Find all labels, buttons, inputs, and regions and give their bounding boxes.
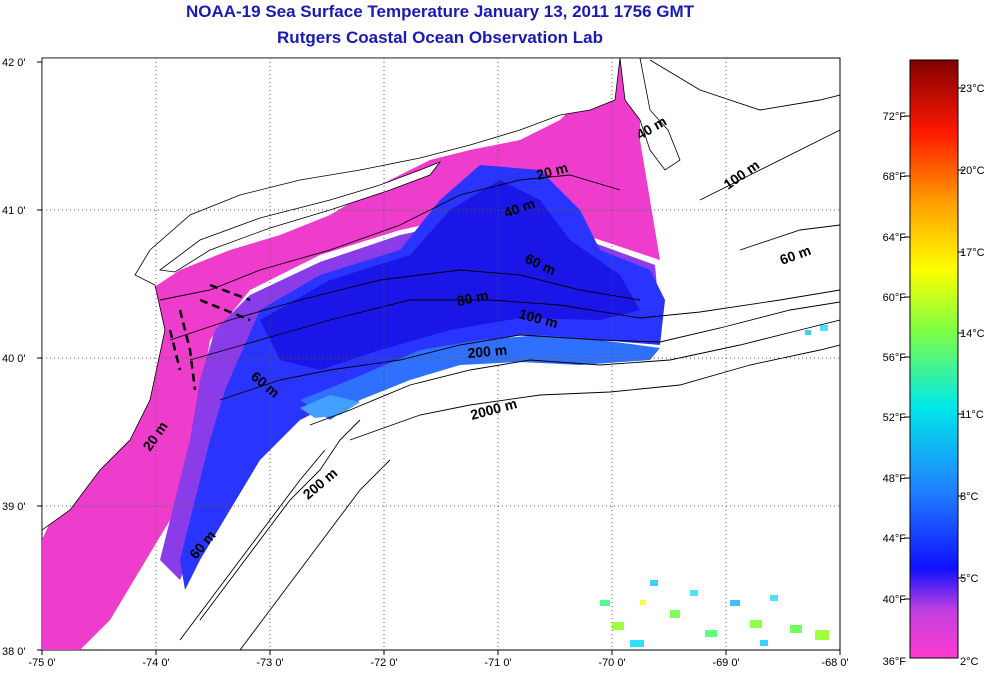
celsius-label: 11°C bbox=[960, 409, 984, 421]
sst-field bbox=[42, 60, 829, 650]
lat-label: 41 0' bbox=[2, 205, 26, 217]
longitude-labels: -75 0' -74 0' -73 0' -72 0' -71 0' -70 0… bbox=[28, 657, 848, 669]
contour-label: 20 m bbox=[535, 159, 570, 183]
contour-label: 200 m bbox=[467, 342, 508, 361]
fahrenheit-label: 60°F bbox=[883, 292, 907, 304]
celsius-label: 23°C bbox=[960, 83, 985, 95]
chart-title: NOAA-19 Sea Surface Temperature January … bbox=[185, 2, 695, 21]
lon-label: -74 0' bbox=[142, 657, 169, 669]
fahrenheit-label: 44°F bbox=[883, 533, 907, 545]
grid-lines bbox=[42, 58, 840, 650]
fahrenheit-label: 64°F bbox=[883, 232, 907, 244]
fahrenheit-label: 40°F bbox=[883, 594, 907, 606]
lat-label: 38 0' bbox=[2, 646, 26, 658]
fahrenheit-label: 56°F bbox=[883, 352, 907, 364]
lon-label: -72 0' bbox=[370, 657, 397, 669]
lon-label: -73 0' bbox=[256, 657, 283, 669]
lon-label: -68 0' bbox=[821, 657, 848, 669]
lat-label: 40 0' bbox=[2, 353, 26, 365]
fahrenheit-label: 72°F bbox=[883, 111, 907, 123]
lon-label: -69 0' bbox=[712, 657, 739, 669]
shipping-lanes bbox=[168, 283, 251, 391]
fahrenheit-label: 36°F bbox=[883, 656, 907, 668]
fahrenheit-label: 48°F bbox=[883, 473, 907, 485]
lat-label: 39 0' bbox=[2, 501, 26, 513]
celsius-label: 20°C bbox=[960, 165, 985, 177]
contour-label: 80 m bbox=[455, 287, 490, 309]
chart-subtitle: Rutgers Coastal Ocean Observation Lab bbox=[277, 28, 603, 47]
celsius-label: 2°C bbox=[960, 656, 979, 668]
coastline bbox=[42, 58, 681, 531]
lon-label: -71 0' bbox=[484, 657, 511, 669]
lon-label: -75 0' bbox=[28, 657, 55, 669]
lon-label: -70 0' bbox=[598, 657, 625, 669]
latitude-labels: 42 0' 41 0' 40 0' 39 0' 38 0' bbox=[2, 57, 26, 658]
colorbar-gradient bbox=[909, 59, 959, 659]
fahrenheit-label: 68°F bbox=[883, 171, 907, 183]
axis-ticks bbox=[37, 61, 841, 655]
lat-label: 42 0' bbox=[2, 57, 26, 69]
colorbar: 23°C 20°C 17°C 14°C 11°C 8°C 5°C 2°C 72°… bbox=[883, 59, 985, 668]
celsius-label: 17°C bbox=[960, 247, 985, 259]
fahrenheit-label: 52°F bbox=[883, 412, 907, 424]
celsius-label: 14°C bbox=[960, 328, 985, 340]
celsius-label: 5°C bbox=[960, 573, 979, 585]
celsius-label: 8°C bbox=[960, 491, 979, 503]
offshore-specks bbox=[600, 325, 829, 647]
